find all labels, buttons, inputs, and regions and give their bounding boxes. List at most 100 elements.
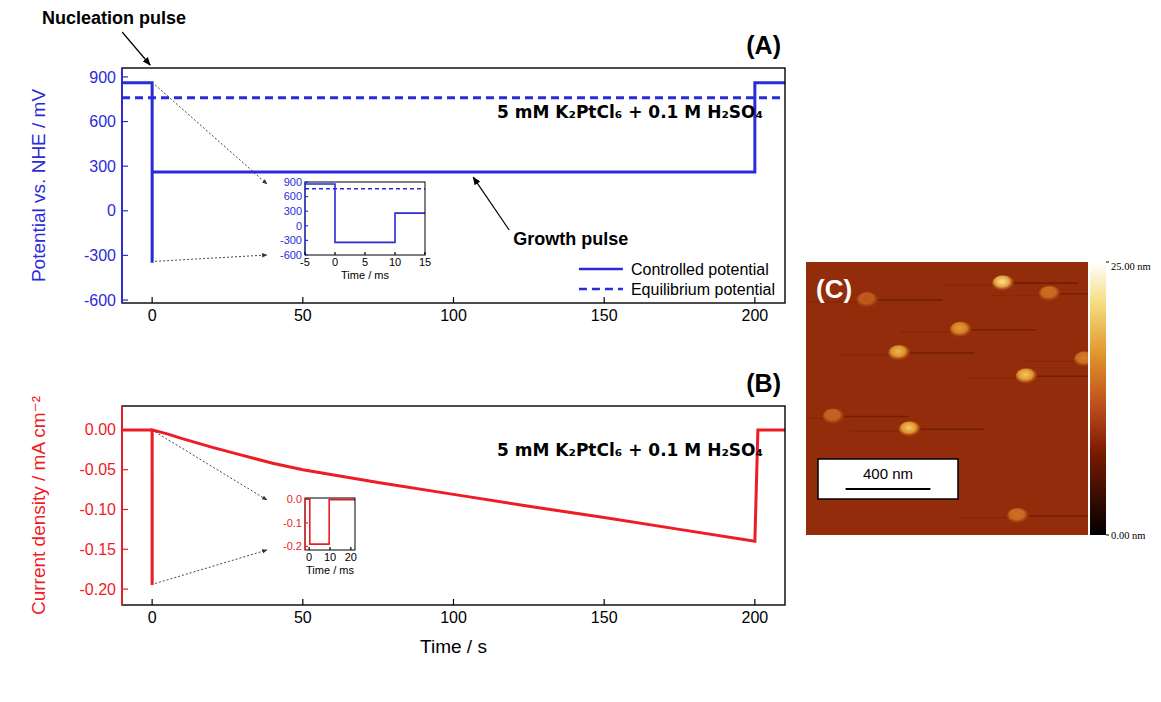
- y-tick: [122, 469, 128, 470]
- y-tick-label: 0: [296, 220, 302, 232]
- y-tick: [122, 549, 128, 550]
- series-line: [122, 83, 785, 261]
- panel-label: (A): [746, 31, 781, 59]
- x-tick: [350, 547, 351, 550]
- plot-frame: [122, 406, 785, 605]
- x-tick-label: 10: [324, 551, 336, 563]
- y-tick-label: 300: [284, 205, 302, 217]
- x-tick: [334, 252, 335, 255]
- x-tick: [302, 297, 303, 303]
- y-tick-label: 0.0: [287, 493, 302, 505]
- x-tick: [754, 297, 755, 303]
- inset-connector: [155, 550, 267, 584]
- y-tick: [122, 76, 128, 77]
- colorbar: [1090, 262, 1106, 535]
- y-tick: [305, 240, 308, 241]
- particle: [1007, 508, 1029, 524]
- y-tick-label: -0.1: [283, 517, 302, 529]
- subtitle: 5 mM K₂PtCl₆ + 0.1 M H₂SO₄: [497, 440, 763, 460]
- annotation-arrow: [122, 32, 150, 65]
- y-tick-label: -0.20: [80, 581, 117, 598]
- legend-swatch: [579, 268, 623, 271]
- colorbar-label: 25.00 nm: [1111, 261, 1151, 272]
- plot-frame: [305, 182, 425, 255]
- afm-panel: (C)400 nm25.00 nm0.00 nm: [774, 261, 1160, 541]
- annotation-arrow: [473, 177, 509, 230]
- series-line: [305, 184, 425, 242]
- scale-bar: [846, 488, 931, 490]
- y-tick: [122, 121, 128, 122]
- y-axis-line: [304, 182, 305, 255]
- x-tick-label: 20: [345, 551, 357, 563]
- subtitle: 5 mM K₂PtCl₆ + 0.1 M H₂SO₄: [497, 102, 763, 122]
- y-tick: [305, 196, 308, 197]
- x-tick-label: 0: [148, 609, 157, 626]
- scan-streak: [1027, 515, 1088, 517]
- x-axis-title: Time / s: [420, 636, 487, 657]
- panel: 0.00-0.05-0.10-0.15-0.20050100150200Time…: [28, 369, 785, 657]
- plot-frame: [122, 68, 785, 303]
- y-tick-label: 600: [284, 190, 302, 202]
- x-tick-label: 50: [294, 307, 312, 324]
- y-tick-label: -0.2: [283, 540, 302, 552]
- scan-streak: [1036, 375, 1088, 377]
- scan-streak: [967, 378, 1018, 379]
- inset-connector: [155, 255, 267, 261]
- y-axis-line: [121, 68, 123, 303]
- x-tick: [302, 599, 303, 605]
- y-tick: [122, 210, 128, 211]
- y-tick-label: -600: [84, 292, 116, 309]
- y-tick: [122, 429, 128, 430]
- annotation: Growth pulse: [513, 229, 628, 249]
- x-tick-label: 50: [294, 609, 312, 626]
- figure: -600-3000300600900050100150200Potential …: [0, 0, 1161, 702]
- y-tick: [122, 509, 128, 510]
- particle: [1039, 286, 1061, 302]
- plot-data: [122, 83, 785, 261]
- colorbar-tick: [1106, 535, 1109, 536]
- x-tick: [152, 599, 153, 605]
- x-tick: [309, 547, 310, 550]
- x-tick-label: 5: [362, 256, 368, 268]
- plot-data: [305, 499, 355, 544]
- colorbar-label: 0.00 nm: [1111, 530, 1145, 541]
- y-tick: [122, 166, 128, 167]
- particle: [950, 322, 972, 338]
- scan-streak: [843, 416, 909, 418]
- legend-label: Controlled potential: [631, 261, 769, 278]
- y-tick-label: -0.15: [80, 541, 117, 558]
- scan-streak: [919, 428, 985, 430]
- scan-streak: [970, 329, 1036, 331]
- x-tick: [453, 599, 454, 605]
- x-tick: [364, 252, 365, 255]
- x-tick-label: 100: [440, 609, 467, 626]
- scan-streak: [1059, 293, 1088, 295]
- particle: [1074, 351, 1088, 367]
- annotation: Nucleation pulse: [42, 8, 186, 28]
- x-tick: [754, 599, 755, 605]
- y-tick: [122, 299, 128, 300]
- y-axis-title: Current density / mA cm⁻²: [28, 396, 49, 615]
- particle: [888, 345, 910, 361]
- scan-streak: [876, 299, 942, 301]
- y-tick: [122, 255, 128, 256]
- y-axis-line: [121, 406, 123, 605]
- y-tick-label: -300: [84, 247, 116, 264]
- scan-streak: [1012, 282, 1078, 284]
- inset-background: [305, 498, 355, 550]
- scan-streak: [943, 285, 994, 286]
- x-tick: [453, 297, 454, 303]
- scale-bar-label: 400 nm: [863, 465, 913, 482]
- panel: -600-3000300600900050100150200Potential …: [28, 8, 785, 324]
- plot-frame: [305, 498, 355, 550]
- y-tick-label: 900: [89, 69, 116, 86]
- particle: [1016, 368, 1038, 384]
- x-tick-label: 0: [306, 551, 312, 563]
- y-tick: [305, 499, 308, 500]
- y-tick-label: -0.10: [80, 501, 117, 518]
- y-tick: [305, 546, 308, 547]
- particle: [992, 275, 1014, 291]
- x-tick: [604, 297, 605, 303]
- scale-bar-box: [818, 459, 958, 499]
- x-tick: [604, 599, 605, 605]
